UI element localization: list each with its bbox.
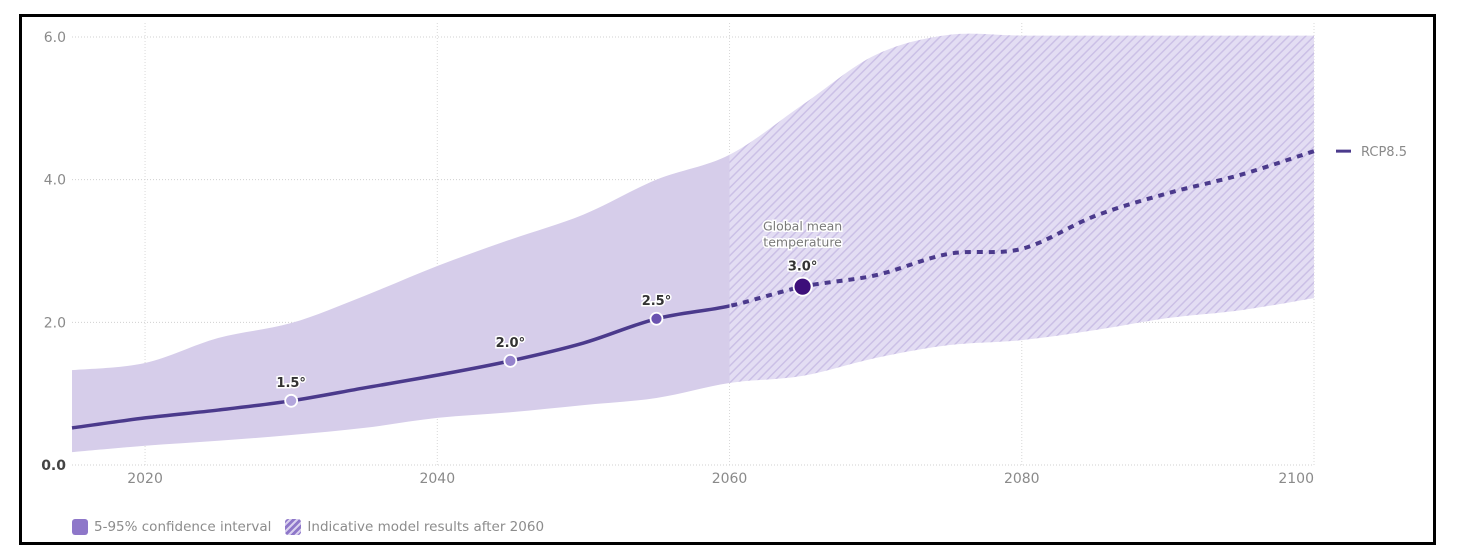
x-tick-label: 2100 <box>1278 471 1314 487</box>
temperature-marker <box>284 393 299 408</box>
y-tick-label: 2.0 <box>44 315 66 331</box>
temperature-marker <box>792 276 813 297</box>
legend-item-indicative[interactable]: Indicative model results after 2060 <box>285 519 544 535</box>
y-tick-label: 6.0 <box>44 30 66 46</box>
axes: 0.0 2.0 4.0 6.0 2020 2040 2060 2080 2100 <box>41 30 1314 487</box>
marker-label: 1.5° <box>276 376 306 391</box>
hatched-swatch-icon <box>285 519 302 535</box>
solid-swatch-icon <box>72 519 88 535</box>
legend: 5-95% confidence interval Indicative mod… <box>72 519 544 535</box>
x-tick-label: 2040 <box>419 471 455 487</box>
annotation-text: temperature <box>763 235 842 250</box>
legend-label: Indicative model results after 2060 <box>307 519 545 535</box>
legend-label: 5-95% confidence interval <box>94 519 272 535</box>
y-tick-label: 4.0 <box>44 173 66 189</box>
temperature-marker <box>649 311 664 326</box>
temperature-marker <box>503 353 518 368</box>
series-label-group: RCP8.5 <box>1336 145 1407 160</box>
x-tick-label: 2080 <box>1004 471 1040 487</box>
y-tick-label: 0.0 <box>41 458 66 474</box>
annotation-text: Global mean <box>763 219 842 234</box>
marker-label: 2.0° <box>496 336 526 351</box>
confidence-band <box>72 33 1314 453</box>
legend-item-confidence[interactable]: 5-95% confidence interval <box>72 519 271 535</box>
marker-label: 3.0° <box>788 260 818 275</box>
x-tick-label: 2060 <box>712 471 748 487</box>
series-label: RCP8.5 <box>1361 145 1407 160</box>
confidence-band-solid <box>72 154 730 453</box>
x-tick-label: 2020 <box>127 471 163 487</box>
marker-label: 2.5° <box>642 294 672 309</box>
confidence-band-hatched <box>729 33 1314 383</box>
